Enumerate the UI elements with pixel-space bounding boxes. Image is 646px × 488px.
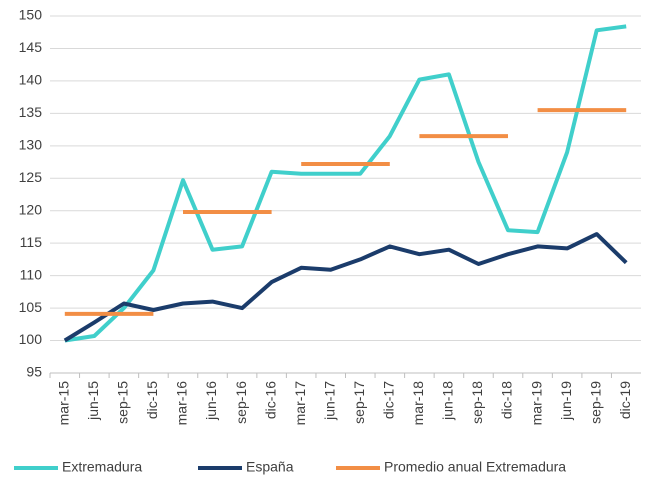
- y-tick-label: 140: [19, 72, 43, 88]
- x-tick-label: jun-18: [440, 381, 456, 421]
- y-tick-label: 110: [20, 266, 43, 282]
- x-tick-label: mar-17: [292, 381, 308, 426]
- y-tick-label: 135: [19, 104, 43, 120]
- y-tick-label: 100: [19, 331, 43, 347]
- line-series: [64, 24, 627, 343]
- x-tick-label: dic-19: [617, 381, 633, 419]
- x-tick-label: mar-16: [174, 381, 190, 426]
- line-series: [63, 232, 628, 343]
- x-tick-label: mar-18: [410, 381, 426, 426]
- y-tick-label: 95: [26, 364, 42, 380]
- x-tick-label: jun-19: [558, 381, 574, 421]
- x-tick-label: sep-19: [587, 381, 603, 424]
- legend-label: Promedio anual Extremadura: [384, 459, 566, 475]
- y-tick-label: 150: [19, 7, 43, 23]
- x-tick-label: sep-16: [233, 381, 249, 424]
- x-tick-label: jun-15: [85, 381, 101, 421]
- x-tick-label: dic-17: [381, 381, 397, 419]
- y-tick-label: 125: [19, 169, 43, 185]
- x-tick-label: mar-15: [55, 381, 71, 426]
- x-tick-label: mar-19: [528, 381, 544, 426]
- x-tick-label: sep-18: [469, 381, 485, 424]
- x-tick-label: jun-16: [203, 381, 219, 421]
- x-tick-label: dic-15: [144, 381, 160, 419]
- y-tick-label: 115: [20, 234, 43, 250]
- line-series: [64, 108, 627, 316]
- legend-label: Extremadura: [62, 459, 142, 475]
- y-tick-label: 145: [19, 39, 43, 55]
- y-tick-label: 130: [19, 137, 43, 153]
- x-tick-label: sep-15: [115, 381, 131, 424]
- x-tick-label: jun-17: [321, 381, 337, 421]
- legend-label: España: [246, 459, 294, 475]
- y-tick-label: 105: [19, 299, 43, 315]
- x-tick-label: sep-17: [351, 381, 367, 424]
- x-tick-label: dic-16: [262, 381, 278, 419]
- y-tick-label: 120: [19, 201, 43, 217]
- x-tick-label: dic-18: [499, 381, 515, 419]
